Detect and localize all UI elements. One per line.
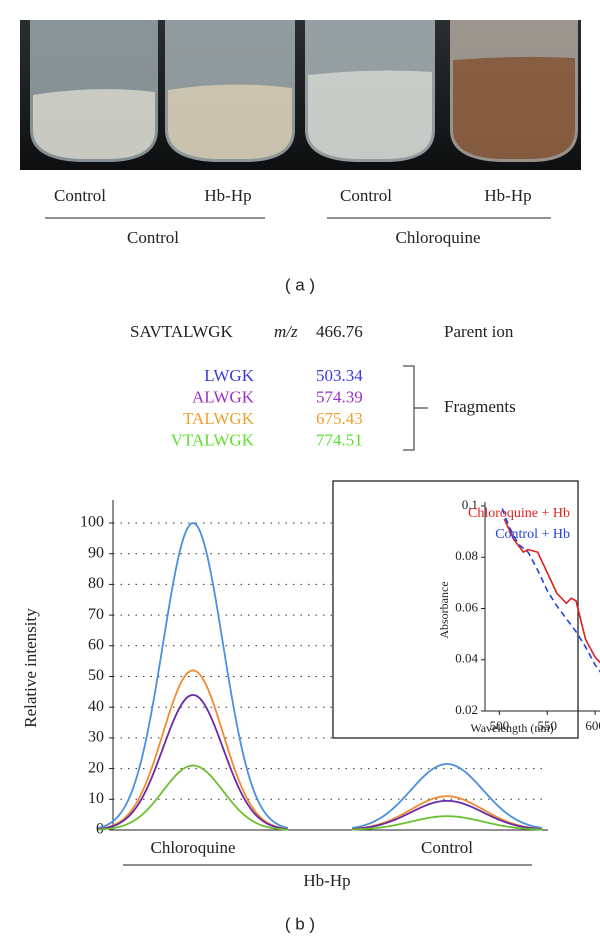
fragment-mz: 503.34 bbox=[316, 366, 363, 385]
x-tick-label: 550 bbox=[537, 718, 557, 733]
y-axis-label: Absorbance bbox=[437, 581, 451, 638]
tube-label: Control bbox=[54, 186, 106, 205]
legend-label: Control + Hb bbox=[495, 527, 570, 542]
tube-label: Hb-Hp bbox=[204, 186, 251, 205]
x-tick-label: Chloroquine bbox=[151, 838, 236, 857]
tube-label: Hb-Hp bbox=[484, 186, 531, 205]
parent-mz: 466.76 bbox=[316, 322, 363, 341]
y-tick-label: 50 bbox=[88, 667, 104, 684]
y-tick-label: 70 bbox=[88, 606, 104, 623]
panel-label: ( a ) bbox=[285, 275, 315, 294]
peak bbox=[97, 764, 289, 831]
parent-sequence: SAVTALWGK bbox=[130, 322, 234, 341]
y-tick-label: 40 bbox=[88, 698, 104, 715]
inset-frame bbox=[332, 480, 579, 739]
fragment-sequence: VTALWGK bbox=[171, 430, 255, 449]
x-axis-label: Wavelength (nm) bbox=[470, 721, 553, 735]
y-tick-label: 100 bbox=[80, 514, 104, 531]
fragment-sequence: TALWGK bbox=[183, 409, 255, 428]
mz-unit: m/z bbox=[274, 322, 298, 341]
peak bbox=[97, 694, 289, 830]
group-label: Control bbox=[127, 228, 179, 247]
legend-label: Chloroquine + Hb bbox=[468, 506, 570, 521]
peak bbox=[351, 815, 543, 831]
peak bbox=[351, 763, 543, 829]
y-tick-label: 0.04 bbox=[455, 651, 478, 666]
y-tick-label: 0.08 bbox=[455, 548, 478, 563]
fragment-mz: 574.39 bbox=[316, 387, 363, 406]
fragment-sequence: LWGK bbox=[204, 366, 254, 385]
peak bbox=[97, 522, 289, 829]
y-tick-label: 0.1 bbox=[462, 497, 478, 512]
group-label: Chloroquine bbox=[396, 228, 481, 247]
bracket bbox=[403, 365, 428, 451]
y-tick-label: 80 bbox=[88, 575, 104, 592]
parent-label: Parent ion bbox=[444, 322, 514, 341]
fragments-label: Fragments bbox=[444, 397, 516, 416]
y-tick-label: 60 bbox=[88, 636, 104, 653]
panel-label: ( b ) bbox=[285, 914, 315, 933]
y-tick-label: 30 bbox=[88, 729, 104, 746]
y-tick-label: 0.02 bbox=[455, 702, 478, 717]
peak bbox=[97, 669, 289, 830]
x-tick-label: 500 bbox=[490, 718, 510, 733]
y-axis-label: Relative intensity bbox=[21, 608, 40, 728]
y-tick-label: 20 bbox=[88, 759, 104, 776]
x-tick-label: Control bbox=[421, 838, 473, 857]
x-tick-label: 600 bbox=[585, 718, 600, 733]
fragment-mz: 774.51 bbox=[316, 430, 363, 449]
line bbox=[503, 518, 600, 664]
photo bbox=[20, 20, 581, 219]
peak bbox=[351, 799, 543, 831]
tube-label: Control bbox=[340, 186, 392, 205]
fragment-sequence: ALWGK bbox=[192, 387, 255, 406]
group-label: Hb-Hp bbox=[303, 871, 350, 890]
y-tick-label: 10 bbox=[88, 790, 104, 807]
y-tick-label: 90 bbox=[88, 544, 104, 561]
peak bbox=[351, 795, 543, 830]
y-tick-label: 0.06 bbox=[455, 599, 478, 614]
line bbox=[501, 508, 600, 673]
fragment-mz: 675.43 bbox=[316, 409, 363, 428]
